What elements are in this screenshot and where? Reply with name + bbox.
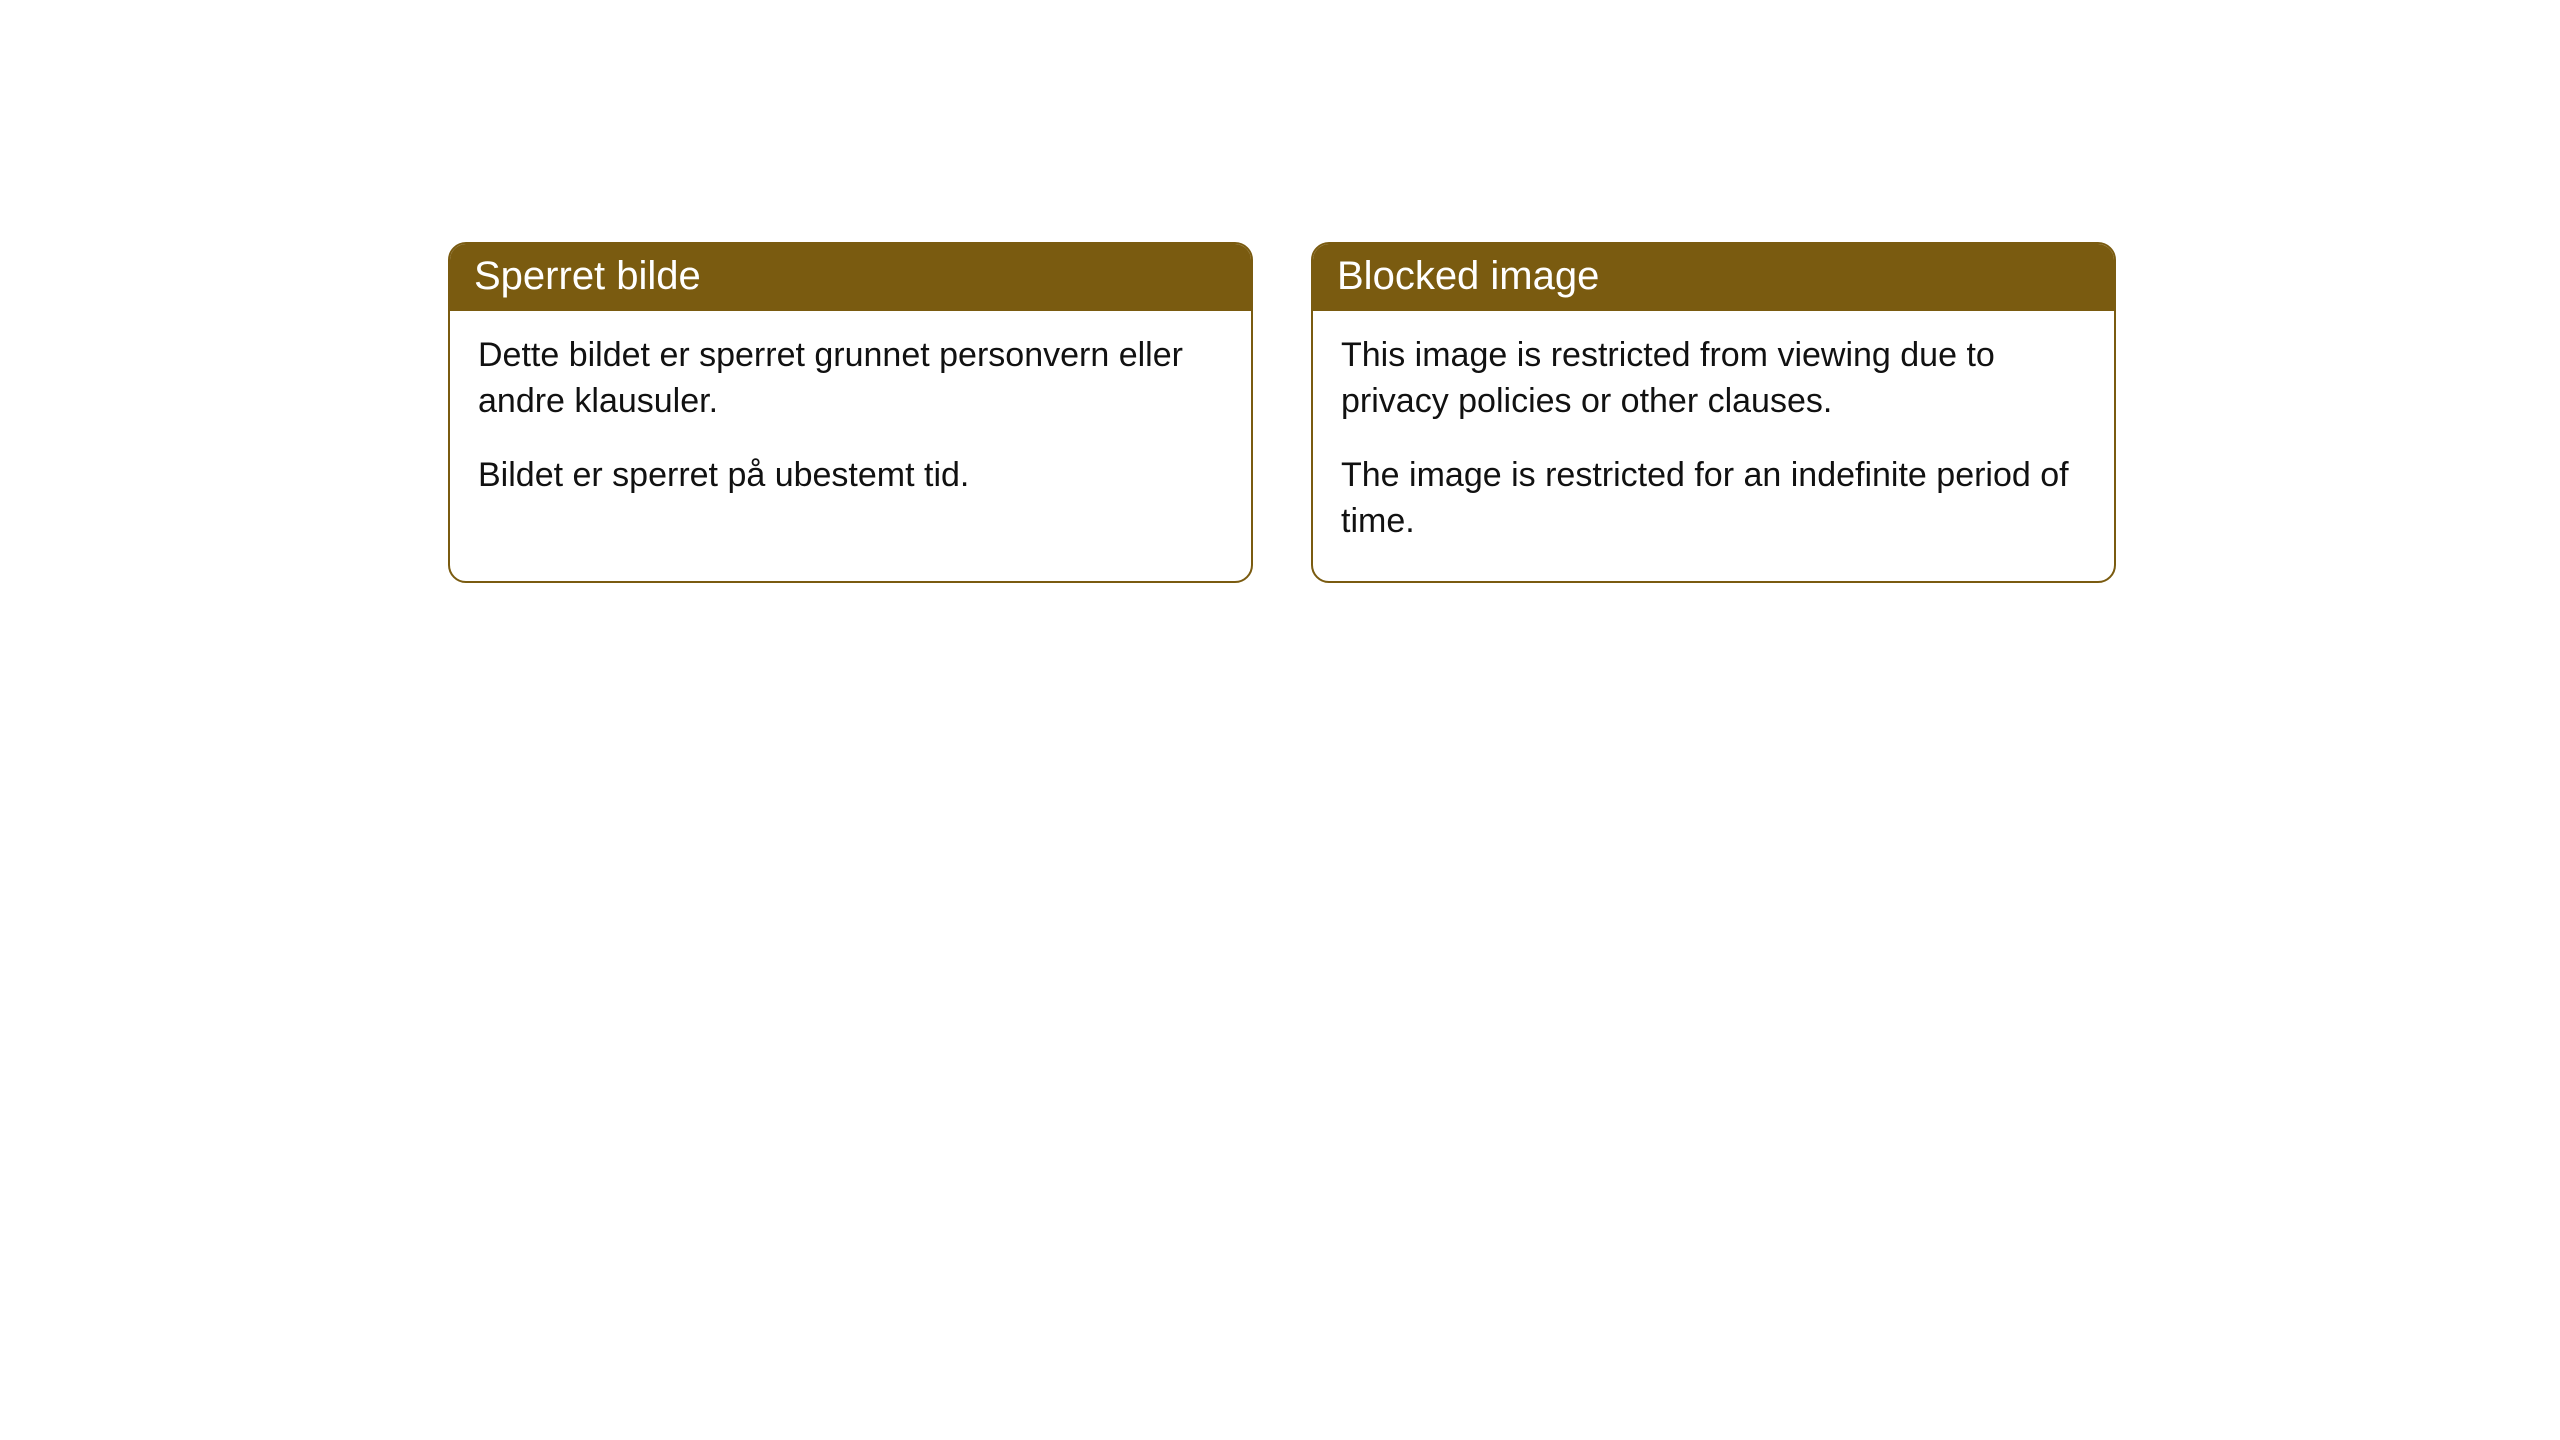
card-paragraph: The image is restricted for an indefinit… [1341, 453, 2086, 545]
card-title: Blocked image [1337, 254, 1599, 298]
card-body: Dette bildet er sperret grunnet personve… [450, 311, 1251, 535]
card-paragraph: Dette bildet er sperret grunnet personve… [478, 333, 1223, 425]
notice-cards-container: Sperret bilde Dette bildet er sperret gr… [448, 242, 2116, 583]
card-title: Sperret bilde [474, 254, 701, 298]
notice-card-norwegian: Sperret bilde Dette bildet er sperret gr… [448, 242, 1253, 583]
card-header: Blocked image [1313, 244, 2114, 311]
notice-card-english: Blocked image This image is restricted f… [1311, 242, 2116, 583]
card-paragraph: This image is restricted from viewing du… [1341, 333, 2086, 425]
card-paragraph: Bildet er sperret på ubestemt tid. [478, 453, 1223, 499]
card-body: This image is restricted from viewing du… [1313, 311, 2114, 581]
card-header: Sperret bilde [450, 244, 1251, 311]
